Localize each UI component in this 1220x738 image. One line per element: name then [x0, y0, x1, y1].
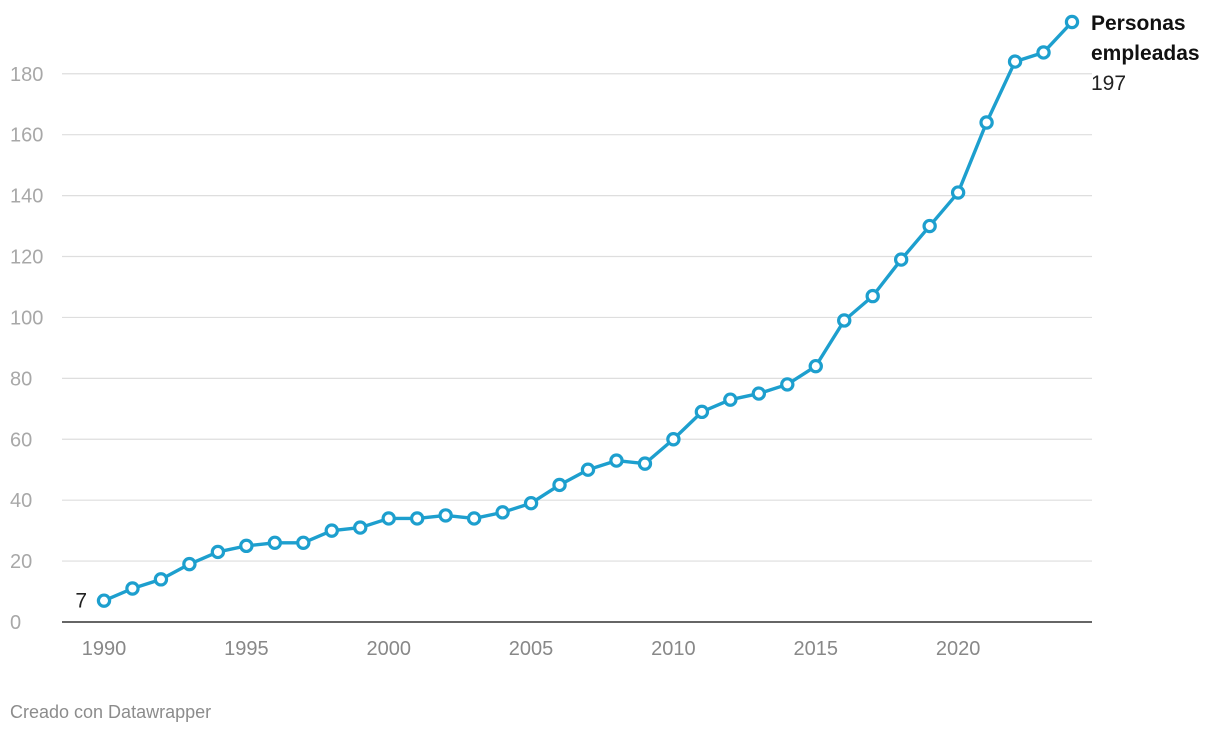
data-point	[296, 535, 311, 551]
series-points	[96, 14, 1080, 608]
data-point	[780, 377, 795, 392]
data-point	[666, 432, 681, 447]
data-point	[837, 313, 852, 328]
data-point	[723, 392, 738, 407]
data-point	[495, 505, 510, 520]
y-tick-label: 120	[10, 247, 43, 269]
credit-text: Creado con Datawrapper	[10, 702, 212, 722]
data-point	[694, 404, 710, 420]
data-point	[438, 508, 453, 523]
y-tick-label: 20	[10, 551, 32, 573]
data-point	[523, 496, 539, 511]
data-point	[893, 252, 909, 267]
x-tick-label: 1990	[82, 638, 127, 660]
y-tick-label: 100	[10, 307, 43, 329]
y-tick-label: 160	[10, 125, 43, 147]
data-point	[353, 520, 368, 535]
y-tick-label: 40	[10, 490, 32, 512]
y-tick-label: 180	[10, 64, 43, 86]
y-tick-label: 80	[10, 368, 32, 390]
y-tick-label: 0	[10, 612, 21, 634]
gridlines	[62, 73, 1092, 562]
x-tick-label: 2020	[936, 638, 981, 660]
data-point	[609, 453, 624, 468]
series-name-label: empleadas	[1091, 42, 1200, 65]
data-point	[751, 386, 767, 401]
data-point	[381, 511, 396, 526]
series-line	[102, 20, 1074, 603]
x-tick-label: 1995	[224, 638, 269, 660]
data-point	[865, 288, 880, 304]
data-point	[808, 358, 823, 374]
data-point	[979, 115, 994, 130]
data-point	[210, 544, 226, 560]
x-tick-label: 2015	[794, 638, 839, 660]
data-point	[552, 477, 567, 493]
data-point	[182, 556, 197, 572]
data-point	[922, 218, 937, 234]
data-point	[466, 511, 482, 526]
data-point	[1064, 14, 1080, 30]
data-point	[125, 581, 140, 596]
x-tick-label: 2010	[651, 638, 696, 660]
x-tick-label: 2000	[366, 638, 411, 660]
y-tick-label: 60	[10, 429, 32, 451]
data-point	[409, 511, 425, 526]
series-lines	[102, 20, 1074, 603]
series-name-label: Personas	[1091, 12, 1186, 35]
data-point	[239, 538, 254, 554]
chart-labels: 7 Personas empleadas 197	[75, 12, 1199, 613]
y-tick-label: 140	[10, 186, 43, 208]
data-point	[324, 523, 339, 538]
last-value-label: 197	[1091, 72, 1126, 95]
data-point	[267, 535, 283, 551]
x-tick-label: 2005	[509, 638, 554, 660]
data-point	[580, 462, 596, 477]
data-point	[96, 593, 112, 608]
data-point	[637, 456, 653, 471]
data-point	[1007, 54, 1023, 69]
axes: 0 20 40 60 80 100 120 140 160 180 1990 1995 2000 2005…	[10, 64, 1092, 660]
first-value-label: 7	[75, 590, 87, 613]
data-point	[950, 185, 966, 200]
data-point	[1036, 45, 1051, 60]
data-point	[153, 572, 169, 587]
